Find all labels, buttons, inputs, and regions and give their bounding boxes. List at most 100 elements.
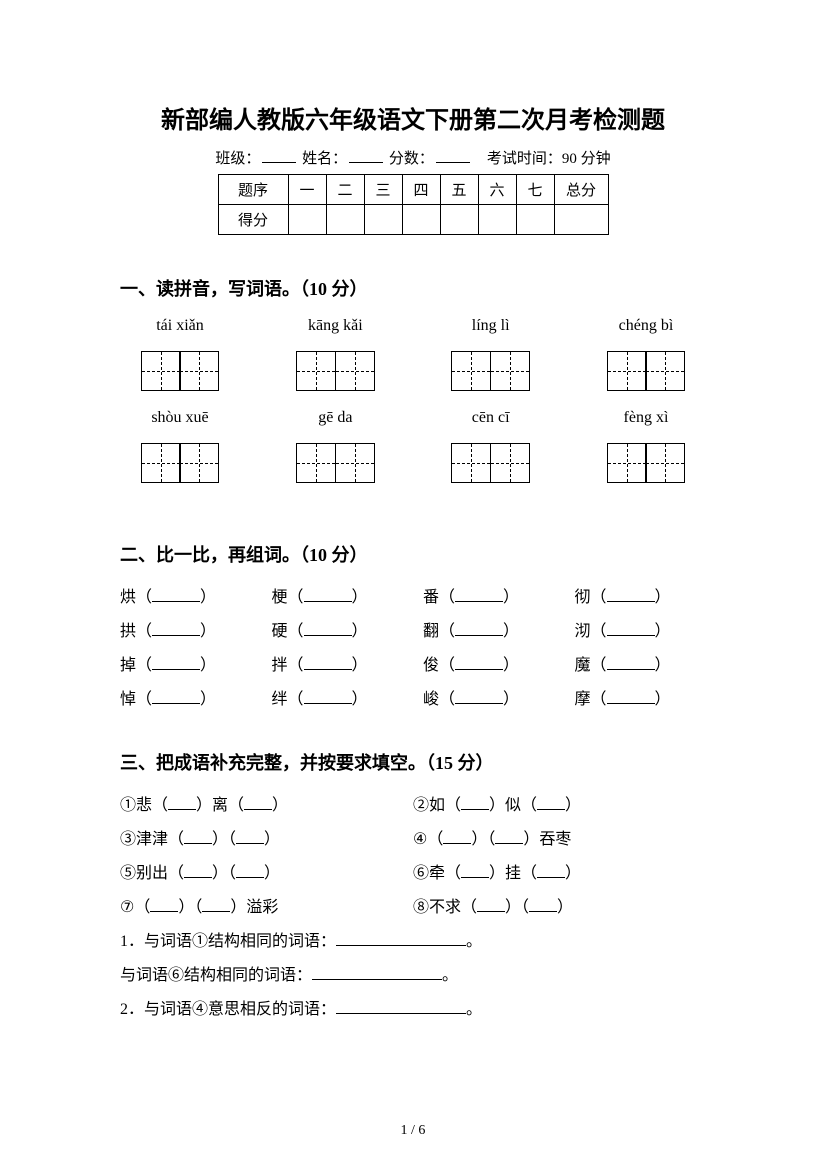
zuci-char: 绊 [272,691,288,708]
table-cell[interactable] [326,205,364,235]
sub-text: 1．与词语①结构相同的词语： [120,933,336,950]
cy-blank[interactable] [236,843,264,844]
cy-num: ⑥ [413,865,429,882]
cy-text: ） [272,797,288,814]
table-col: 二 [326,175,364,205]
zuci-blank[interactable] [455,703,503,704]
table-cell[interactable] [288,205,326,235]
cy-blank[interactable] [244,809,272,810]
cy-blank[interactable] [443,843,471,844]
name-blank[interactable] [349,162,383,163]
cy-blank[interactable] [461,809,489,810]
cy-text: ）似（ [489,797,537,814]
cy-blank[interactable] [537,877,565,878]
chengyu-item: ④（）（）吞枣 [413,825,706,849]
cy-blank[interactable] [236,877,264,878]
cy-blank[interactable] [537,809,565,810]
zuci-item: 彻（） [575,583,707,607]
cy-blank[interactable] [150,911,178,912]
zuci-char: 沏 [575,623,591,640]
tianzi-box[interactable] [141,443,220,483]
zuci-item: 魔（） [575,651,707,675]
cy-blank[interactable] [477,911,505,912]
sub-blank[interactable] [336,1013,466,1014]
zuci-blank[interactable] [304,635,352,636]
cy-text: ）（ [212,865,236,882]
zuci-blank[interactable] [304,703,352,704]
zuci-char: 俊 [423,657,439,674]
table-cell[interactable] [440,205,478,235]
zuci-char: 拌 [272,657,288,674]
zuci-char: 拱 [120,623,136,640]
zuci-blank[interactable] [152,703,200,704]
cy-blank[interactable] [202,911,230,912]
table-cell[interactable] [364,205,402,235]
cy-blank[interactable] [495,843,523,844]
zuci-item: 俊（） [423,651,555,675]
zuci-item: 烘（） [120,583,252,607]
tianzi-box[interactable] [451,443,530,483]
table-col: 五 [440,175,478,205]
score-blank[interactable] [436,162,470,163]
cy-text: ） [565,797,581,814]
cy-text: ） [264,865,280,882]
zuci-blank[interactable] [304,601,352,602]
class-blank[interactable] [262,162,296,163]
period: 。 [466,1001,482,1018]
tianzi-box[interactable] [296,443,375,483]
cy-text: 如（ [429,797,461,814]
section3-title: 三、把成语补充完整，并按要求填空。（15 分） [120,749,706,775]
cy-blank[interactable] [168,809,196,810]
tianzi-box[interactable] [607,351,686,391]
tianzi-box[interactable] [451,351,530,391]
table-cell[interactable] [516,205,554,235]
sub-text: 2．与词语④意思相反的词语： [120,1001,336,1018]
sub-question: 2．与词语④意思相反的词语： 。 [120,995,706,1019]
zuci-char: 峻 [423,691,439,708]
zuci-blank[interactable] [152,635,200,636]
cy-blank[interactable] [184,843,212,844]
zuci-grid: 烘（） 梗（） 番（） 彻（） 拱（） 硬（） 翻（） 沏（） 掉（） 拌（） … [120,583,706,709]
zuci-char: 彻 [575,589,591,606]
sub-blank[interactable] [312,979,442,980]
tianzi-box[interactable] [296,351,375,391]
zuci-char: 摩 [575,691,591,708]
pinyin-text: fèng xì [586,409,706,427]
zuci-char: 烘 [120,589,136,606]
zuci-item: 硬（） [272,617,404,641]
table-cell[interactable] [554,205,608,235]
table-cell[interactable] [478,205,516,235]
cy-blank[interactable] [184,877,212,878]
table-col: 六 [478,175,516,205]
zuci-blank[interactable] [455,635,503,636]
zuci-item: 翻（） [423,617,555,641]
zuci-blank[interactable] [607,635,655,636]
tianzi-box[interactable] [141,351,220,391]
zuci-blank[interactable] [455,669,503,670]
table-col: 三 [364,175,402,205]
sub-text: 与词语⑥结构相同的词语： [120,967,312,984]
zuci-blank[interactable] [607,601,655,602]
chengyu-item: ⑧不求（）（） [413,893,706,917]
tianzi-box[interactable] [607,443,686,483]
cy-blank[interactable] [461,877,489,878]
zuci-blank[interactable] [304,669,352,670]
cy-text: 牵（ [429,865,461,882]
zuci-blank[interactable] [152,601,200,602]
name-label: 姓名： [302,151,347,167]
chengyu-line: ③津津（）（） ④（）（）吞枣 [120,825,706,849]
cy-text: 悲（ [136,797,168,814]
cy-text: ）（ [471,831,495,848]
chengyu-line: ⑤别出（）（） ⑥牵（）挂（） [120,859,706,883]
sub-blank[interactable] [336,945,466,946]
table-cell[interactable] [402,205,440,235]
zuci-blank[interactable] [152,669,200,670]
sub-question: 1．与词语①结构相同的词语：。 [120,927,706,951]
zuci-char: 悼 [120,691,136,708]
cy-blank[interactable] [529,911,557,912]
zuci-item: 摩（） [575,685,707,709]
chengyu-item: ③津津（）（） [120,825,413,849]
zuci-blank[interactable] [607,703,655,704]
zuci-blank[interactable] [455,601,503,602]
zuci-blank[interactable] [607,669,655,670]
